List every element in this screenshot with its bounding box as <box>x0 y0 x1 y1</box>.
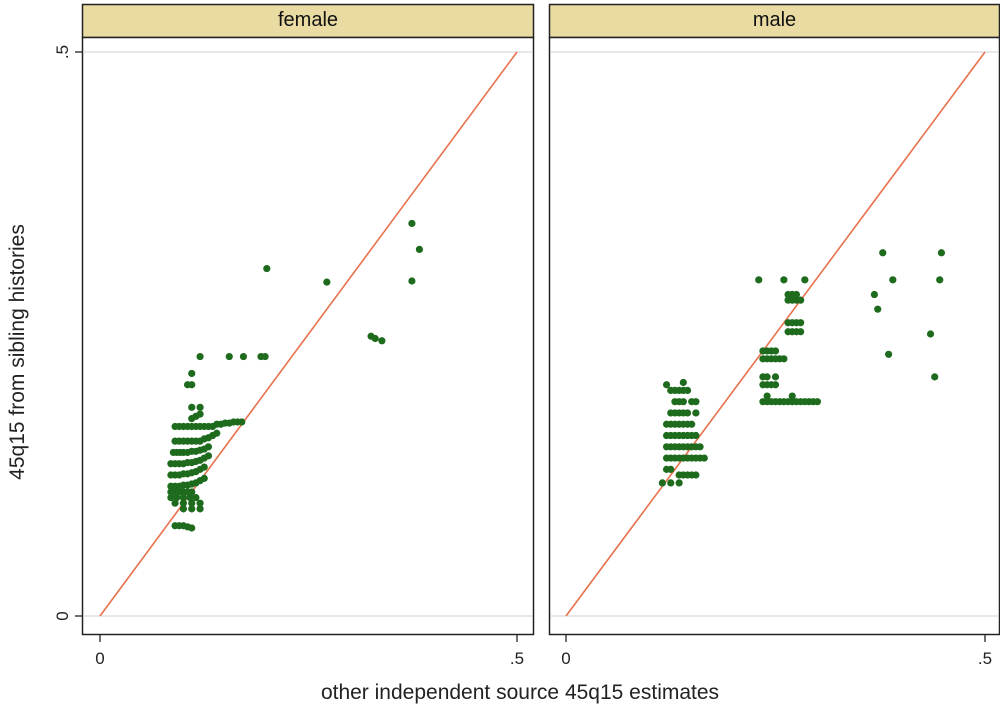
x-tick-label: 0 <box>95 649 104 668</box>
data-point <box>788 392 796 400</box>
data-point <box>889 276 897 284</box>
data-point <box>874 305 882 313</box>
data-point <box>688 420 696 428</box>
data-point <box>931 373 939 381</box>
data-point <box>179 493 187 502</box>
panels: female 0 .5 0 .5 male 0 .5 <box>53 3 1000 668</box>
data-point <box>213 429 221 437</box>
data-point <box>797 319 805 327</box>
data-point <box>188 524 196 532</box>
data-point <box>763 373 771 381</box>
data-point <box>667 465 675 473</box>
reference-line <box>565 51 986 617</box>
y-axis-title: 45q15 from sibling histories <box>6 224 29 480</box>
data-point <box>415 245 424 253</box>
panel-title: female <box>278 9 338 31</box>
data-point <box>780 355 788 363</box>
data-point <box>692 431 700 440</box>
data-point <box>188 505 196 513</box>
x-tick-label: 0 <box>561 649 570 668</box>
data-point <box>204 452 213 460</box>
data-point <box>885 350 893 358</box>
data-point <box>408 277 416 285</box>
data-point <box>188 488 196 496</box>
data-point <box>692 398 700 406</box>
data-point <box>192 493 200 502</box>
x-tick-label: .5 <box>978 649 992 668</box>
data-point <box>378 337 386 345</box>
data-point <box>188 381 196 389</box>
data-point <box>179 505 187 513</box>
data-point <box>371 334 379 343</box>
data-point <box>196 403 204 411</box>
data-point <box>937 249 946 257</box>
data-point <box>879 249 887 257</box>
data-point <box>801 276 809 284</box>
panel-male: male 0 .5 <box>548 3 1000 668</box>
data-point <box>696 443 704 451</box>
data-point <box>200 474 208 482</box>
data-point <box>683 409 692 417</box>
data-point <box>683 386 692 394</box>
data-point <box>196 505 204 513</box>
data-point <box>763 392 771 400</box>
data-point <box>188 403 196 411</box>
data-point <box>675 479 683 487</box>
data-point <box>780 276 788 284</box>
data-point <box>408 219 416 228</box>
data-point <box>870 290 878 299</box>
data-point <box>196 499 204 507</box>
data-point <box>323 278 331 286</box>
data-point <box>797 328 805 336</box>
data-point <box>679 398 687 406</box>
data-point <box>936 276 944 284</box>
data-point <box>692 409 700 417</box>
panel-title: male <box>753 9 796 31</box>
x-tick-label: .5 <box>510 649 524 668</box>
y-tick-label: .5 <box>53 45 72 59</box>
data-point <box>771 381 780 389</box>
data-point <box>700 454 708 462</box>
data-point <box>200 463 208 471</box>
data-point <box>196 352 204 361</box>
data-point <box>667 479 675 487</box>
data-point <box>173 493 181 502</box>
reference-line <box>99 51 518 617</box>
data-point <box>662 381 671 389</box>
data-point <box>658 479 666 487</box>
x-axis-title: other independent source 45q15 estimates <box>321 681 719 704</box>
data-point <box>797 296 805 304</box>
data-point <box>225 352 233 361</box>
data-point <box>171 499 179 507</box>
data-point <box>179 499 187 507</box>
data-point <box>186 493 194 502</box>
data-point <box>813 398 822 406</box>
data-point <box>238 418 246 426</box>
y-tick-label: 0 <box>53 611 72 620</box>
panel-header <box>81 3 535 39</box>
data-point <box>792 290 801 299</box>
data-point <box>204 443 213 451</box>
data-point <box>771 373 780 381</box>
data-point <box>188 369 196 378</box>
data-point <box>771 347 780 355</box>
data-point <box>692 471 700 479</box>
panel-female: female 0 .5 0 .5 <box>53 3 535 668</box>
data-point <box>263 264 271 273</box>
data-point <box>261 352 269 361</box>
data-point <box>196 410 204 418</box>
data-point <box>926 330 935 338</box>
data-point <box>167 493 175 502</box>
data-point <box>679 378 687 387</box>
data-point <box>239 352 248 361</box>
data-point <box>755 276 763 284</box>
data-point <box>188 499 196 507</box>
